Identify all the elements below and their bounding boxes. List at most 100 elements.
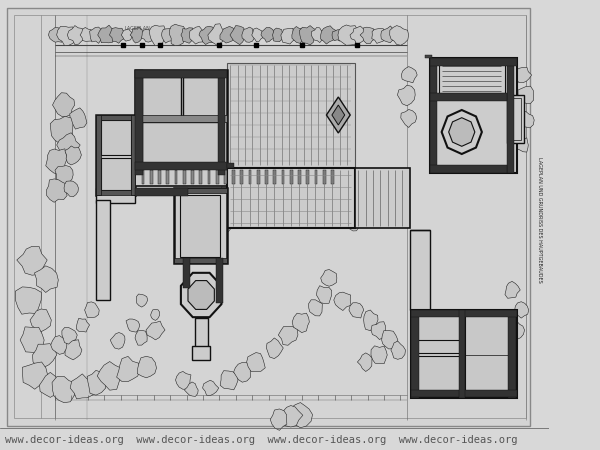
Bar — [183, 258, 190, 288]
Bar — [290, 170, 293, 184]
Polygon shape — [242, 27, 254, 42]
Bar — [158, 170, 161, 184]
Polygon shape — [34, 266, 58, 292]
Bar — [425, 55, 433, 58]
Polygon shape — [65, 146, 82, 165]
Polygon shape — [382, 331, 398, 349]
Polygon shape — [98, 25, 116, 43]
Polygon shape — [136, 294, 148, 307]
Polygon shape — [52, 376, 76, 403]
Polygon shape — [316, 286, 332, 304]
Bar — [180, 195, 220, 257]
Bar — [416, 356, 462, 392]
Bar — [136, 70, 227, 175]
Bar — [412, 310, 517, 398]
Polygon shape — [381, 26, 397, 43]
Bar — [136, 162, 227, 168]
Bar — [131, 115, 136, 195]
Bar — [439, 63, 505, 93]
Polygon shape — [281, 28, 295, 44]
Polygon shape — [221, 179, 232, 191]
Polygon shape — [221, 208, 232, 221]
Polygon shape — [350, 26, 367, 44]
Bar — [192, 346, 211, 360]
Bar — [232, 170, 235, 184]
Polygon shape — [320, 26, 337, 44]
Polygon shape — [32, 344, 56, 367]
Bar — [96, 115, 136, 120]
Polygon shape — [371, 346, 387, 364]
Bar — [150, 170, 153, 184]
Polygon shape — [130, 27, 145, 43]
Bar — [166, 170, 169, 184]
Bar — [430, 58, 437, 173]
Text: www.decor-ideas.org  www.decor-ideas.org  www.decor-ideas.org  www.decor-ideas.o: www.decor-ideas.org www.decor-ideas.org … — [5, 435, 517, 445]
Polygon shape — [332, 105, 345, 125]
Polygon shape — [326, 97, 350, 133]
Polygon shape — [334, 292, 351, 310]
Bar — [224, 170, 227, 184]
Polygon shape — [67, 26, 85, 45]
Bar — [216, 258, 223, 303]
Bar — [183, 77, 221, 119]
Bar — [265, 170, 268, 184]
Bar — [136, 168, 338, 186]
Bar — [174, 188, 227, 263]
Bar — [430, 165, 508, 173]
Polygon shape — [85, 302, 99, 318]
Bar — [249, 170, 251, 184]
Polygon shape — [135, 330, 147, 345]
Polygon shape — [50, 116, 73, 144]
Polygon shape — [142, 29, 154, 42]
Polygon shape — [46, 179, 67, 203]
Bar — [274, 170, 276, 184]
Polygon shape — [76, 318, 89, 332]
Polygon shape — [349, 303, 364, 318]
Polygon shape — [56, 27, 76, 45]
Polygon shape — [221, 219, 232, 231]
Polygon shape — [146, 321, 165, 340]
Bar — [183, 170, 185, 184]
Polygon shape — [161, 28, 175, 43]
Bar — [136, 162, 227, 170]
Bar — [96, 190, 136, 195]
Text: LAGEPLAN UND GRUNDRISS DES HAUPTGEBAUDES: LAGEPLAN UND GRUNDRISS DES HAUPTGEBAUDES — [537, 157, 542, 283]
Polygon shape — [151, 310, 160, 320]
Polygon shape — [270, 409, 287, 430]
Polygon shape — [358, 353, 372, 372]
Polygon shape — [109, 27, 125, 43]
Polygon shape — [87, 370, 106, 395]
Polygon shape — [290, 403, 313, 428]
Polygon shape — [220, 27, 235, 43]
Polygon shape — [221, 170, 232, 181]
Bar — [136, 70, 143, 175]
Polygon shape — [505, 281, 520, 298]
Polygon shape — [126, 319, 140, 332]
Polygon shape — [221, 189, 232, 201]
Polygon shape — [97, 361, 122, 390]
Bar — [412, 390, 517, 397]
Bar — [459, 310, 466, 398]
Polygon shape — [220, 371, 238, 390]
Bar — [136, 188, 188, 196]
Polygon shape — [64, 181, 79, 197]
Polygon shape — [308, 300, 322, 316]
Bar — [323, 170, 326, 184]
Polygon shape — [203, 380, 219, 396]
Bar — [216, 170, 218, 184]
Bar — [257, 170, 260, 184]
Polygon shape — [70, 374, 94, 399]
Polygon shape — [116, 356, 140, 382]
Polygon shape — [22, 362, 47, 389]
Polygon shape — [233, 362, 251, 382]
Polygon shape — [89, 27, 104, 43]
Polygon shape — [149, 25, 167, 46]
Polygon shape — [360, 27, 376, 44]
Polygon shape — [371, 322, 386, 340]
Polygon shape — [364, 310, 378, 331]
Polygon shape — [188, 281, 214, 310]
Bar — [430, 93, 506, 101]
Bar — [410, 230, 430, 310]
Polygon shape — [30, 309, 52, 332]
Bar — [331, 170, 334, 184]
